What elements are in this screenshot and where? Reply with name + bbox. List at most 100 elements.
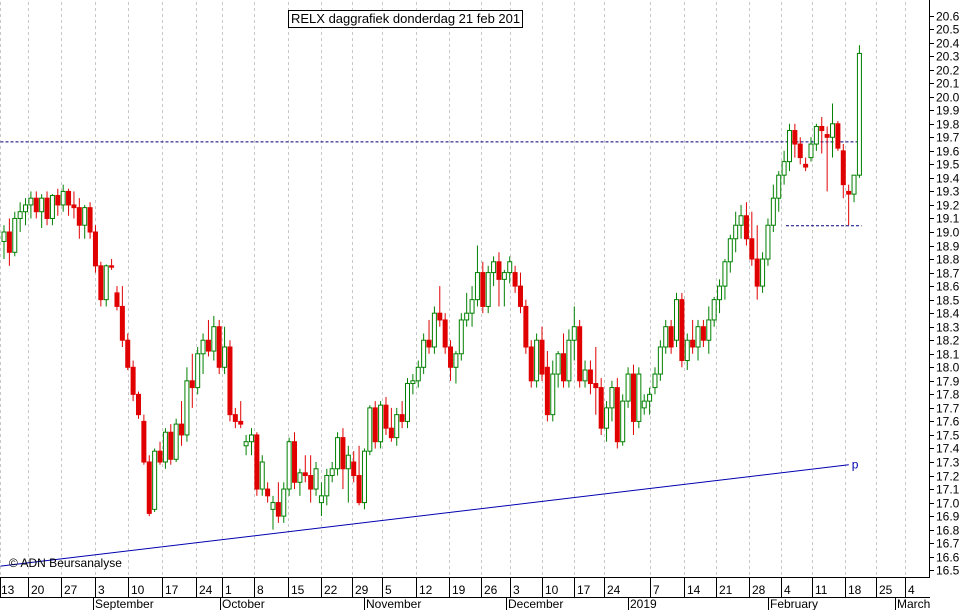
candle-body xyxy=(856,52,862,176)
y-tick-label: 18.8 xyxy=(936,253,960,267)
candle-body xyxy=(98,265,104,301)
y-tick-label: 17.5 xyxy=(936,429,960,443)
candle-body xyxy=(652,373,658,389)
candle-body xyxy=(1,231,7,242)
trendline xyxy=(0,464,849,567)
candle-body xyxy=(399,414,405,422)
x-tick-label: 5 xyxy=(385,583,392,597)
x-tick-label: 20 xyxy=(31,583,45,597)
candle-body xyxy=(690,339,696,348)
candle-body xyxy=(523,305,529,348)
candle-body xyxy=(238,420,244,425)
candle-body xyxy=(727,238,733,263)
candle-body xyxy=(23,204,29,213)
candle-body xyxy=(840,150,846,186)
candle-body xyxy=(480,272,486,307)
candle-body xyxy=(695,326,701,348)
y-tick-label: 16.8 xyxy=(936,524,960,538)
candle-body xyxy=(410,380,416,385)
candle-body xyxy=(265,488,271,497)
candle-body xyxy=(324,475,330,497)
candle-body xyxy=(6,231,12,253)
x-tick-label: 3 xyxy=(513,583,520,597)
candle-body xyxy=(851,174,857,195)
x-tick-label: 29 xyxy=(355,583,369,597)
candle-body xyxy=(614,387,620,443)
candle-body xyxy=(179,423,185,436)
y-tick-label: 16.9 xyxy=(936,510,960,524)
candle-body xyxy=(318,495,324,504)
candle-body xyxy=(803,163,809,168)
candle-body xyxy=(33,197,39,213)
candles xyxy=(1,45,862,530)
x-tick-label: 12 xyxy=(419,583,433,597)
horizontal-levels xyxy=(0,141,862,227)
candle-body xyxy=(706,319,712,341)
y-tick-label: 17.2 xyxy=(936,470,960,484)
x-tick-label: 24 xyxy=(607,583,621,597)
x-tick-label: 13 xyxy=(1,583,15,597)
candle-body xyxy=(200,339,206,355)
month-label: March xyxy=(897,597,930,610)
candle-body xyxy=(405,383,410,422)
candle-body xyxy=(824,134,830,138)
y-tick-label: 18.1 xyxy=(936,348,960,362)
candle-body xyxy=(114,292,120,307)
candle-body xyxy=(259,461,265,490)
candle-body xyxy=(609,387,615,409)
candle-body xyxy=(329,468,335,477)
candle-body xyxy=(797,143,803,159)
y-tick-label: 18.6 xyxy=(936,280,960,294)
candle-body xyxy=(222,346,228,368)
x-tick-label: 8 xyxy=(257,583,264,597)
chart-title: RELX daggrafiek donderdag 21 feb 201 xyxy=(288,10,524,28)
x-tick-label: 21 xyxy=(719,583,733,597)
candle-body xyxy=(361,450,367,504)
copyright-symbol: © xyxy=(9,556,18,570)
candle-body xyxy=(555,353,561,375)
candle-body xyxy=(286,441,292,490)
credit-text: ADN Beursanalyse xyxy=(20,556,122,570)
candle-body xyxy=(819,125,825,132)
candle-body xyxy=(340,437,346,470)
candle-body xyxy=(593,383,599,389)
candle-body xyxy=(227,346,233,416)
candle-body xyxy=(335,437,341,470)
candle-body xyxy=(501,272,507,280)
candle-body xyxy=(248,434,254,443)
y-tick-label: 18.0 xyxy=(936,361,960,375)
candle-body xyxy=(550,373,556,416)
y-tick-label: 18.2 xyxy=(936,334,960,348)
candle-body xyxy=(582,369,588,382)
credit: © ADN Beursanalyse xyxy=(9,556,122,570)
candle-body xyxy=(469,299,475,314)
candle-body xyxy=(835,123,841,149)
candle-body xyxy=(437,312,443,321)
y-tick-label: 17.9 xyxy=(936,375,960,389)
axes: 16.516.616.716.816.917.017.117.217.317.4… xyxy=(0,0,960,610)
y-tick-label: 19.0 xyxy=(936,226,960,240)
candle-body xyxy=(168,431,174,460)
candle-body xyxy=(813,125,819,145)
candle-body xyxy=(561,353,567,382)
x-tick-label: 17 xyxy=(165,583,179,597)
candle-body xyxy=(442,319,448,348)
y-tick-label: 18.3 xyxy=(936,321,960,335)
y-tick-label: 20.4 xyxy=(936,37,960,51)
candle-body xyxy=(733,224,739,240)
candle-body xyxy=(539,339,545,375)
trendline-label: p xyxy=(852,458,859,472)
candle-body xyxy=(211,326,217,352)
candle-body xyxy=(647,393,653,402)
candle-body xyxy=(571,326,577,341)
x-tick-label: 4 xyxy=(784,583,791,597)
candle-body xyxy=(92,231,98,267)
x-tick-label: 10 xyxy=(131,583,145,597)
x-tick-label: 1 xyxy=(225,583,232,597)
y-tick-label: 19.7 xyxy=(936,131,960,145)
candle-body xyxy=(792,130,798,145)
month-label: December xyxy=(508,597,563,610)
candle-body xyxy=(146,461,152,514)
month-label: October xyxy=(222,597,265,610)
x-tick-label: 15 xyxy=(291,583,305,597)
